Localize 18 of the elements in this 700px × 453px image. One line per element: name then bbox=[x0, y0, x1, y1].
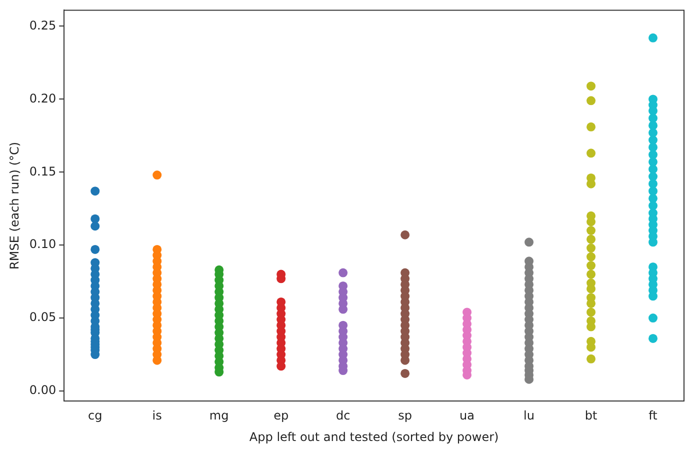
x-tick-label: is bbox=[152, 408, 162, 423]
x-tick-label: ft bbox=[648, 408, 658, 423]
y-tick-label: 0.00 bbox=[29, 383, 56, 398]
y-tick-label: 0.15 bbox=[29, 164, 56, 178]
x-tick-label: cg bbox=[88, 408, 102, 423]
y-tick-label: 0.05 bbox=[29, 310, 56, 324]
y-tick-label: 0.25 bbox=[29, 18, 56, 32]
x-tick-label: lu bbox=[524, 408, 535, 423]
y-tick-label: 0.20 bbox=[29, 91, 56, 106]
y-axis-title: RMSE (each run) (°C) bbox=[7, 142, 22, 270]
x-tick-label: sp bbox=[398, 408, 412, 423]
x-axis-title: App left out and tested (sorted by power) bbox=[249, 430, 499, 444]
x-tick-label: bt bbox=[584, 408, 598, 423]
x-tick-label: ua bbox=[460, 408, 475, 423]
x-tick-label: mg bbox=[209, 408, 229, 423]
y-tick-label: 0.10 bbox=[29, 237, 56, 252]
x-tick-label: ep bbox=[274, 408, 289, 423]
x-tick-label: dc bbox=[336, 408, 350, 423]
